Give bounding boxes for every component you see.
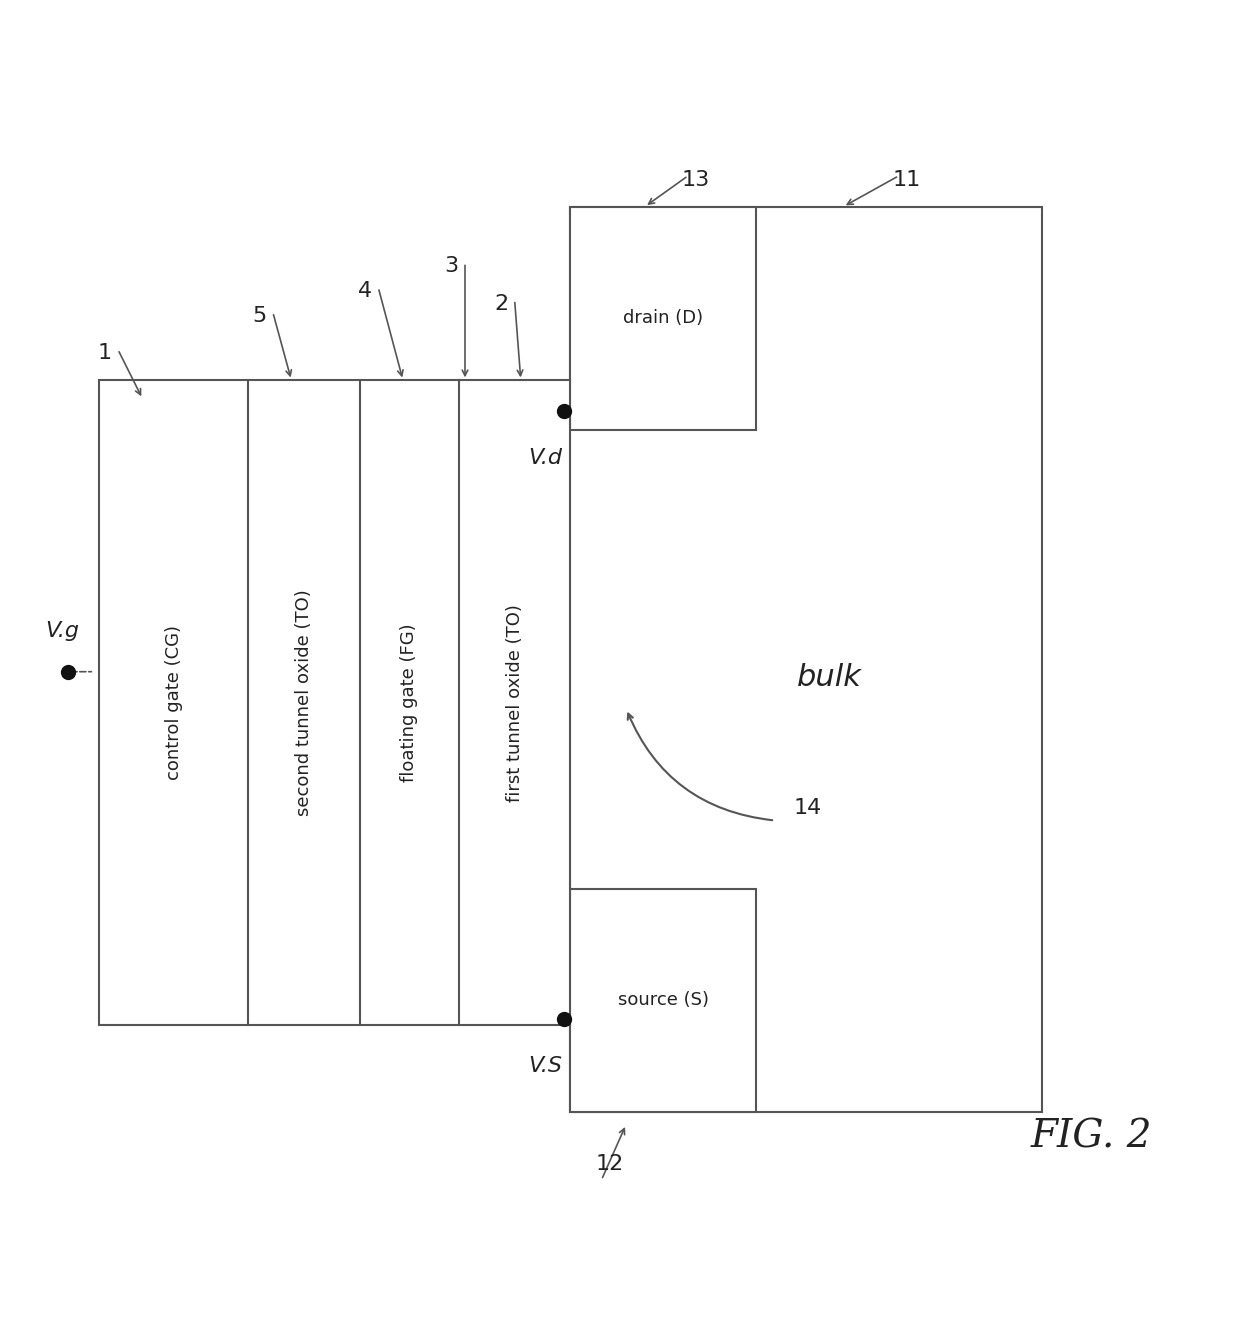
Text: V.d: V.d — [528, 449, 563, 469]
Text: V.S: V.S — [528, 1055, 563, 1075]
Text: 12: 12 — [595, 1154, 624, 1174]
Text: control gate (CG): control gate (CG) — [165, 626, 182, 780]
Text: V.g: V.g — [45, 620, 79, 640]
Text: first tunnel oxide (TO): first tunnel oxide (TO) — [506, 604, 523, 801]
FancyBboxPatch shape — [570, 889, 756, 1111]
Text: 11: 11 — [893, 169, 921, 189]
Text: 14: 14 — [794, 799, 822, 819]
Text: floating gate (FG): floating gate (FG) — [401, 623, 418, 783]
Text: 2: 2 — [495, 294, 508, 314]
Text: 1: 1 — [98, 343, 112, 363]
Text: 5: 5 — [253, 306, 267, 326]
Text: second tunnel oxide (TO): second tunnel oxide (TO) — [295, 590, 312, 816]
Text: drain (D): drain (D) — [624, 309, 703, 327]
FancyBboxPatch shape — [99, 381, 570, 1025]
Text: 4: 4 — [358, 281, 372, 301]
Text: source (S): source (S) — [618, 992, 709, 1009]
Text: 3: 3 — [445, 257, 459, 277]
Text: bulk: bulk — [797, 663, 862, 692]
FancyBboxPatch shape — [570, 206, 1042, 1111]
Text: FIG. 2: FIG. 2 — [1030, 1118, 1152, 1155]
FancyBboxPatch shape — [570, 206, 756, 430]
Text: 13: 13 — [682, 169, 711, 189]
